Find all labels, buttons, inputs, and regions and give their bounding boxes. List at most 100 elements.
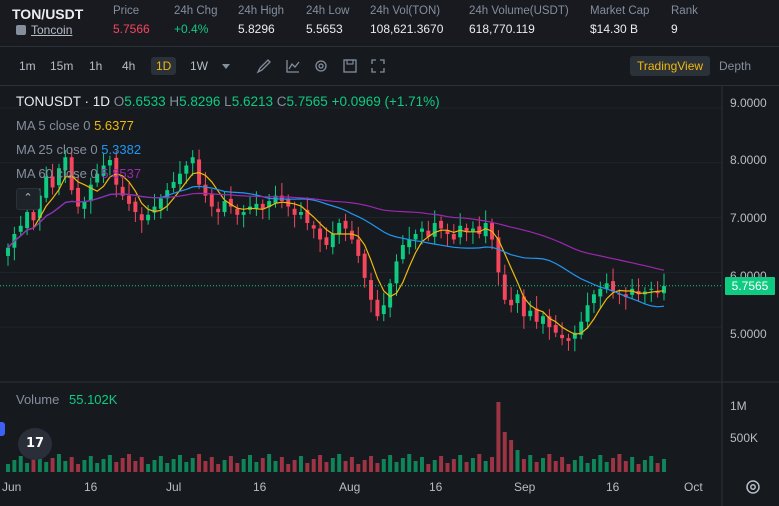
volume-bar	[483, 461, 488, 472]
volume-bar	[120, 458, 125, 472]
volume-bar	[439, 456, 444, 472]
stat-24h-low: 24h Low 5.5653	[306, 5, 349, 36]
candle	[305, 209, 310, 224]
collapse-legend-button[interactable]: ⌃	[16, 188, 40, 210]
side-panel-handle[interactable]	[0, 422, 5, 436]
candle	[82, 201, 87, 209]
timeframe-1h[interactable]: 1h	[89, 59, 103, 73]
volume-bar	[235, 463, 240, 472]
candle	[400, 244, 405, 260]
fullscreen-icon[interactable]	[370, 58, 386, 74]
volume-bar	[464, 462, 469, 472]
candle	[388, 283, 393, 308]
volume-bar	[6, 464, 10, 472]
stat-market-cap: Market Cap $14.30 B	[590, 5, 649, 36]
candle	[649, 288, 654, 290]
ohlc-legend: TONUSDT · 1D O5.6533 H5.8296 L5.6213 C5.…	[16, 94, 440, 109]
price-axis-label: 7.0000	[730, 211, 767, 225]
legend-symbol: TONUSDT · 1D	[16, 94, 111, 109]
ma60-legend: MA 60 close 0 5.8537	[16, 166, 141, 181]
stat-value: 618,770.119	[469, 22, 535, 36]
volume-bar	[127, 454, 131, 472]
volume-bar	[12, 460, 17, 472]
coin-icon	[16, 25, 26, 35]
time-axis-label: 16	[429, 480, 443, 494]
candle	[477, 226, 482, 234]
candle	[464, 227, 469, 232]
timeframe-15m[interactable]: 15m	[50, 59, 74, 73]
chevron-down-icon[interactable]	[218, 58, 234, 74]
candle	[298, 212, 303, 215]
time-axis-label: 16	[84, 480, 98, 494]
candle	[547, 316, 552, 328]
timeframe-4h[interactable]: 4h	[122, 59, 136, 73]
legend-o-label: O	[113, 94, 125, 109]
brush-icon[interactable]	[256, 58, 272, 74]
volume-bar	[662, 459, 666, 472]
volume-bar	[260, 458, 265, 472]
stat-label: 24h Volume(USDT)	[469, 5, 569, 17]
volume-bar	[292, 460, 297, 472]
candle	[349, 230, 354, 240]
indicator-icon[interactable]	[285, 58, 301, 74]
candle	[369, 280, 374, 300]
timeframe-1m[interactable]: 1m	[19, 59, 36, 73]
stat-label: Price	[113, 5, 140, 17]
candle	[279, 195, 284, 202]
save-icon[interactable]	[342, 58, 358, 74]
volume-bar	[56, 454, 61, 472]
tradingview-button[interactable]: TradingView	[630, 56, 711, 76]
candle	[426, 230, 431, 237]
candle	[69, 157, 74, 191]
candle	[171, 181, 176, 188]
settings-icon[interactable]	[313, 58, 329, 74]
candle	[273, 195, 278, 204]
time-axis-label: 16	[253, 480, 267, 494]
price-chart[interactable]: TONUSDT · 1D O5.6533 H5.8296 L5.6213 C5.…	[0, 86, 779, 506]
legend-h-label: H	[169, 94, 180, 109]
legend-high: 5.8296	[179, 94, 221, 109]
volume-bar	[534, 462, 539, 472]
candle	[76, 187, 81, 207]
candle	[203, 184, 208, 196]
volume-bar	[171, 459, 176, 472]
volume-axis-label: 500K	[730, 431, 759, 445]
timeframe-1w[interactable]: 1W	[190, 59, 208, 73]
price-axis-label: 9.0000	[730, 96, 767, 110]
stat-value: 5.5653	[306, 22, 343, 36]
candle	[31, 212, 36, 221]
coin-link[interactable]: Toncoin	[16, 23, 72, 37]
candle	[553, 324, 558, 333]
candle	[458, 225, 463, 238]
timeframe-1d[interactable]: 1D	[151, 57, 177, 75]
candle	[394, 261, 399, 284]
stat-value: $14.30 B	[590, 22, 639, 36]
ma60-label: MA 60 close 0	[16, 166, 98, 181]
volume-value: 55.102K	[69, 392, 118, 407]
volume-bar	[528, 455, 533, 472]
volume-bar	[311, 459, 316, 472]
volume-bar	[209, 457, 214, 472]
stat-label: 24h Low	[306, 5, 350, 17]
volume-bar	[432, 460, 437, 472]
volume-bar	[585, 463, 590, 472]
volume-bar	[553, 461, 558, 472]
volume-bar	[254, 462, 259, 472]
volume-bar	[445, 463, 450, 472]
volume-bar	[349, 457, 354, 472]
volume-bar	[146, 464, 151, 472]
depth-button[interactable]: Depth	[719, 59, 752, 73]
candle	[50, 176, 55, 188]
gear-icon[interactable]	[744, 478, 762, 496]
legend-close: 5.7565	[286, 94, 328, 109]
volume-bar	[190, 458, 195, 472]
candle	[158, 198, 163, 209]
volume-bar	[426, 464, 431, 472]
ma60-value: 5.8537	[101, 166, 142, 181]
stat-value: +0.4%	[174, 22, 209, 36]
time-axis-label: Jul	[166, 480, 182, 494]
candle	[655, 291, 660, 294]
chart-canvas[interactable]	[0, 86, 779, 506]
volume-bar	[636, 464, 641, 472]
candle	[216, 208, 221, 213]
